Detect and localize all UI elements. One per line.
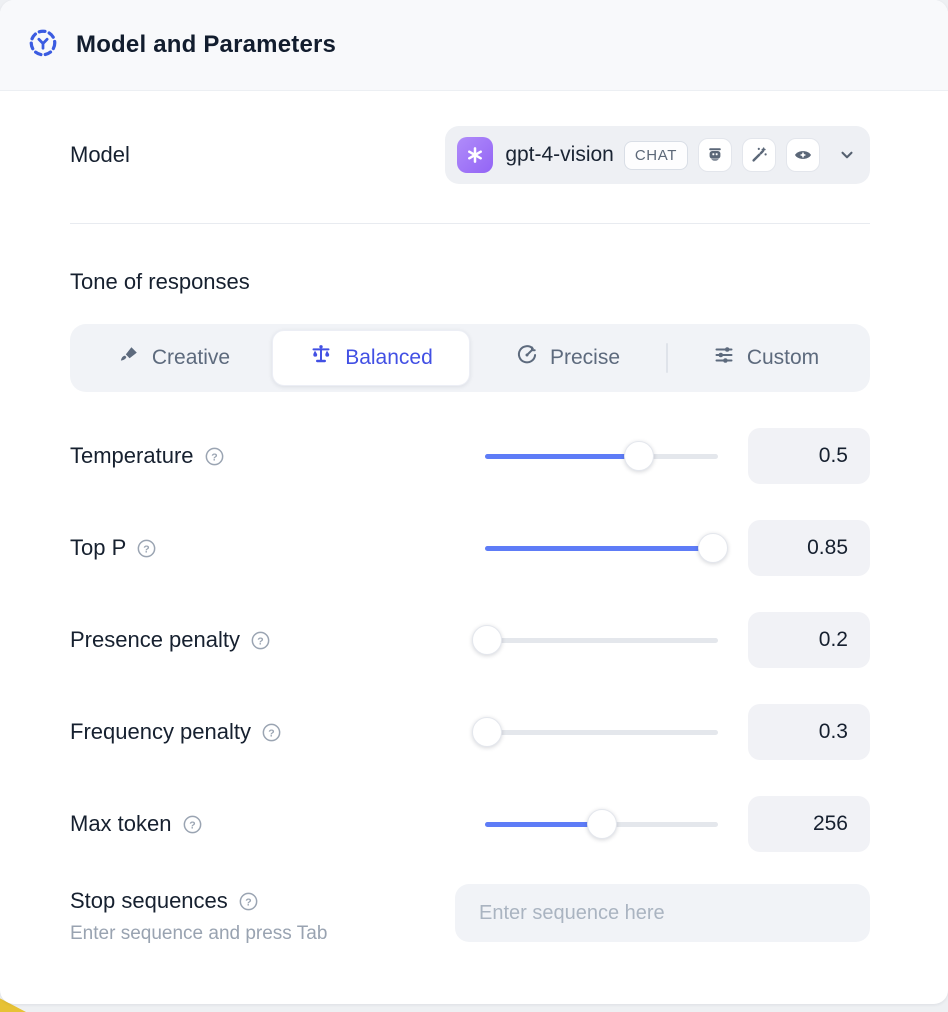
tone-option-creative[interactable]: Creative (76, 330, 272, 386)
slider-fill (485, 545, 714, 551)
slider-thumb[interactable] (698, 533, 729, 563)
help-icon[interactable]: ? (250, 630, 271, 651)
slider-thumb[interactable] (472, 625, 503, 655)
help-icon[interactable]: ? (182, 814, 203, 835)
svg-text:?: ? (245, 896, 251, 908)
stop-sequences-hint: Enter sequence and press Tab (70, 923, 328, 944)
tone-segmented-control: Creative Balanced (70, 324, 870, 392)
section-divider (70, 223, 870, 224)
slider-fill (485, 821, 602, 827)
openai-logo-icon (457, 137, 494, 173)
parameter-label: Top P (70, 535, 127, 560)
stop-sequences-label: Stop sequences (70, 888, 228, 913)
max-token-value[interactable]: 256 (748, 796, 870, 852)
svg-text:?: ? (268, 727, 274, 739)
model-row: Model gpt-4-vision CH (70, 126, 870, 184)
tone-option-label: Precise (549, 346, 621, 369)
parameter-row-temperature: Temperature ? 0.5 (70, 428, 870, 484)
chat-type-badge: CHAT (623, 140, 688, 170)
parameter-label: Temperature (70, 443, 194, 468)
help-icon[interactable]: ? (238, 891, 259, 912)
paintbrush-icon (118, 344, 140, 372)
segment-divider (666, 343, 668, 373)
presence-penalty-value[interactable]: 0.2 (748, 612, 870, 668)
parameter-label: Frequency penalty (70, 719, 251, 744)
model-hub-icon (28, 28, 58, 63)
tone-option-custom[interactable]: Custom (668, 330, 864, 386)
svg-text:?: ? (257, 635, 263, 647)
temperature-slider[interactable] (485, 441, 718, 471)
svg-text:?: ? (144, 543, 150, 555)
presence-penalty-slider[interactable] (472, 625, 718, 655)
tone-option-balanced[interactable]: Balanced (272, 330, 470, 386)
help-icon[interactable]: ? (261, 722, 282, 743)
model-select-dropdown[interactable]: gpt-4-vision CHAT (445, 126, 870, 184)
parameter-row-frequency-penalty: Frequency penalty ? 0.3 (70, 704, 870, 760)
parameter-label: Presence penalty (70, 627, 240, 652)
parameter-row-max-token: Max token ? 256 (70, 796, 870, 852)
panel-title: Model and Parameters (76, 31, 337, 58)
help-icon[interactable]: ? (136, 538, 157, 559)
temperature-value[interactable]: 0.5 (748, 428, 870, 484)
target-icon (516, 344, 538, 372)
slider-thumb[interactable] (623, 441, 654, 471)
parameter-label: Max token (70, 811, 172, 836)
max-token-slider[interactable] (485, 809, 718, 839)
stop-sequences-row: Stop sequences ? Enter sequence and pres… (70, 884, 870, 945)
slider-thumb[interactable] (472, 717, 503, 747)
tone-heading: Tone of responses (70, 269, 250, 294)
stop-sequence-input[interactable] (455, 884, 870, 942)
tone-option-label: Balanced (345, 346, 433, 369)
panel-header: Model and Parameters (0, 0, 948, 91)
parameter-row-top-p: Top P ? 0.85 (70, 520, 870, 576)
slider-fill (485, 453, 639, 459)
frequency-penalty-value[interactable]: 0.3 (748, 704, 870, 760)
vision-eye-icon (786, 138, 820, 172)
magic-wand-icon (742, 138, 776, 172)
svg-text:?: ? (211, 451, 217, 463)
slider-thumb[interactable] (586, 809, 617, 839)
sliders-icon (713, 344, 735, 372)
help-icon[interactable]: ? (204, 446, 225, 467)
selected-model-name: gpt-4-vision (505, 143, 614, 166)
svg-text:?: ? (189, 819, 195, 831)
tone-option-label: Creative (151, 346, 231, 369)
tone-option-label: Custom (746, 346, 820, 369)
chevron-down-icon (838, 146, 856, 164)
balance-scale-icon (309, 343, 333, 373)
top-p-value[interactable]: 0.85 (748, 520, 870, 576)
robot-icon (698, 138, 732, 172)
frequency-penalty-slider[interactable] (472, 717, 718, 747)
tone-option-precise[interactable]: Precise (470, 330, 666, 386)
top-p-slider[interactable] (485, 533, 729, 563)
parameter-row-presence-penalty: Presence penalty ? 0.2 (70, 612, 870, 668)
model-label: Model (70, 142, 130, 167)
